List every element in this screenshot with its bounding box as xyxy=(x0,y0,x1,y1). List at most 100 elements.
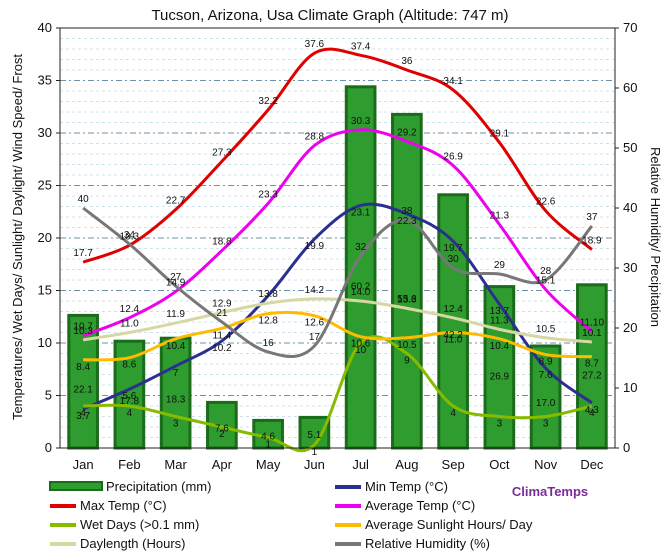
x-tick-label: Jan xyxy=(73,457,94,472)
series-data-label: 22.7 xyxy=(166,196,186,207)
x-tick-label: Jun xyxy=(304,457,325,472)
y2-tick-label: 0 xyxy=(623,440,630,455)
legend-entry: Average Temp (°C) xyxy=(365,498,475,513)
series-data-label: 22.6 xyxy=(536,197,556,208)
series-data-label: 11.4 xyxy=(213,330,232,341)
series-data-label: 3 xyxy=(497,419,503,430)
legend-swatch xyxy=(49,481,103,491)
precipitation-bar-label: 26.9 xyxy=(490,371,510,382)
legend-entry: Wet Days (>0.1 mm) xyxy=(80,517,199,532)
x-tick-label: Feb xyxy=(118,457,140,472)
series-data-label: 28.8 xyxy=(305,132,325,143)
series-line xyxy=(83,310,592,362)
precipitation-bar xyxy=(483,285,516,450)
series-data-label: 4.3 xyxy=(585,405,599,416)
data-labels: 22.117.8 18.37.64.6 5.160.255.642.226.917.… xyxy=(73,39,604,458)
series-line xyxy=(83,335,593,453)
series-data-label: 4 xyxy=(589,408,595,419)
series-data-label: 3.7 xyxy=(76,411,90,422)
series-data-label: 40 xyxy=(78,194,90,205)
series-data-label: 8.9 xyxy=(539,357,553,368)
series-data-label: 22.3 xyxy=(397,216,417,227)
series-data-label: 29.1 xyxy=(490,128,510,139)
series-data-label: 19.7 xyxy=(443,243,463,254)
series-data-label: 32.2 xyxy=(258,96,278,107)
series-data-label: 12.9 xyxy=(212,299,232,310)
x-tick-label: May xyxy=(256,457,281,472)
y-tick-label: 10 xyxy=(38,335,52,350)
series-data-label: 23.3 xyxy=(258,189,278,200)
series-data-label: 8.4 xyxy=(76,362,90,373)
precipitation-bar-label: 55.6 xyxy=(397,294,417,305)
series-data-label: 8.7 xyxy=(585,359,599,370)
x-tick-label: Jul xyxy=(352,457,369,472)
legend-entry: Daylength (Hours) xyxy=(80,536,186,551)
series-data-label: 17 xyxy=(309,332,321,343)
series-data-label: 21 xyxy=(216,308,228,319)
precipitation-bar-label: 7.6 xyxy=(215,423,229,434)
series-data-label: 12.4 xyxy=(443,304,463,315)
series-data-label: 18.8 xyxy=(212,237,232,248)
series-data-label: 3 xyxy=(543,419,549,430)
series-data-label: 18.9 xyxy=(582,236,602,247)
x-tick-label: Sep xyxy=(442,457,465,472)
y2-tick-label: 50 xyxy=(623,140,637,155)
series-data-label: 27 xyxy=(170,272,182,283)
series-data-label: 10.4 xyxy=(490,341,510,352)
precipitation-bar xyxy=(576,283,608,450)
precipitation-bar-label: 17.8 xyxy=(120,396,140,407)
series-data-label: 2 xyxy=(219,429,225,440)
chart-title: Tucson, Arizona, Usa Climate Graph (Alti… xyxy=(151,7,508,24)
series-data-label: 10.4 xyxy=(166,341,186,352)
precipitation-bar-label: 22.1 xyxy=(73,384,93,395)
series-data-label: 10.5 xyxy=(397,340,417,351)
series-data-label: 1 xyxy=(265,440,271,451)
axes: 0 5 10 15 20 25 30 35 40 0 10 20 30 40 50 60 70 Jan Feb Mar… xyxy=(38,20,638,472)
legend: Precipitation (mm) Min Temp (°C) Max Temp … xyxy=(49,479,533,551)
brand-label: ClimaTemps xyxy=(512,484,588,499)
y-tick-label: 5 xyxy=(45,388,52,403)
y2-tick-label: 10 xyxy=(623,380,637,395)
y-axis-label: Temperatures/ Wet Days/ Sunlight/ Daylig… xyxy=(10,54,25,420)
x-tick-label: Oct xyxy=(489,457,510,472)
y-tick-label: 20 xyxy=(38,230,52,245)
series-data-label: 11.3 xyxy=(490,315,509,326)
series-lines xyxy=(82,47,594,453)
series-data-label: 12.8 xyxy=(258,316,278,327)
precipitation-bar xyxy=(159,336,192,450)
y2-tick-label: 40 xyxy=(623,200,637,215)
series-line xyxy=(82,47,593,264)
series-data-label: 23.1 xyxy=(351,207,371,218)
series-data-label: 7 xyxy=(173,368,179,379)
series-data-label: 28 xyxy=(540,266,552,277)
legend-entry: Average Sunlight Hours/ Day xyxy=(365,517,533,532)
series-data-label: 1 xyxy=(312,447,318,458)
legend-entry: Relative Humidity (%) xyxy=(365,536,490,551)
series-data-label: 15.1 xyxy=(536,275,556,286)
series-data-label: 11.10 xyxy=(580,317,605,328)
y-tick-label: 0 xyxy=(45,440,52,455)
x-tick-label: Nov xyxy=(534,457,558,472)
series-data-label: 17.7 xyxy=(73,248,93,259)
series-data-label: 14.2 xyxy=(305,285,325,296)
series-data-label: 29 xyxy=(494,260,506,271)
series-data-label: 37.4 xyxy=(351,41,371,52)
series-data-label: 10.3 xyxy=(73,326,93,337)
series-line xyxy=(82,206,594,358)
series-data-label: 36 xyxy=(401,56,413,67)
y2-tick-label: 70 xyxy=(623,20,637,35)
series-data-label: 11.9 xyxy=(166,309,185,320)
series-data-label: 4 xyxy=(127,408,133,419)
series-data-label: 7.6 xyxy=(539,370,553,381)
y-tick-label: 15 xyxy=(38,283,52,298)
x-tick-label: Dec xyxy=(580,457,604,472)
series-data-label: 13.8 xyxy=(258,289,278,300)
series-data-label: 32 xyxy=(355,242,367,253)
series-data-label: 27.3 xyxy=(212,147,232,158)
x-tick-label: Aug xyxy=(395,457,418,472)
series-data-label: 37 xyxy=(586,212,598,223)
precipitation-bar-label: 27.2 xyxy=(582,371,602,382)
series-data-label: 9 xyxy=(404,356,410,367)
y2-tick-label: 60 xyxy=(623,80,637,95)
